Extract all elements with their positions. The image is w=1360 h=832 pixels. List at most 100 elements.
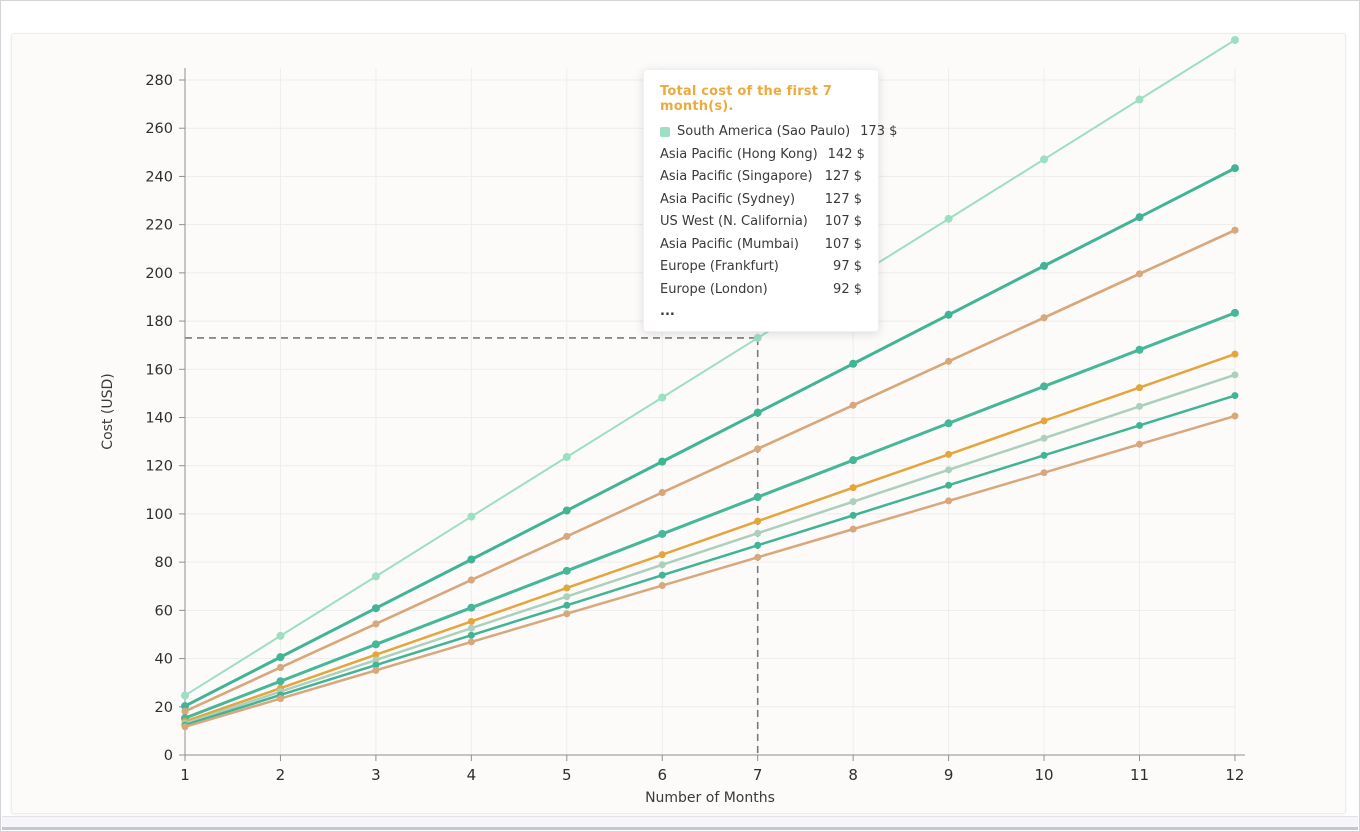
series-point[interactable]: [1040, 434, 1048, 442]
series-point[interactable]: [753, 333, 762, 342]
series-line[interactable]: [183, 352, 1237, 723]
series-point[interactable]: [1040, 382, 1048, 390]
series-point[interactable]: [562, 506, 571, 515]
series-point[interactable]: [467, 631, 475, 639]
series-point[interactable]: [372, 651, 380, 659]
series-point[interactable]: [181, 723, 189, 731]
series-line[interactable]: [184, 38, 1236, 697]
series-point[interactable]: [1231, 371, 1239, 379]
series-point[interactable]: [658, 551, 666, 559]
series-point[interactable]: [372, 620, 380, 628]
series-point[interactable]: [849, 401, 857, 409]
series-point[interactable]: [754, 493, 762, 501]
series-point[interactable]: [562, 453, 571, 462]
series-point[interactable]: [944, 214, 953, 223]
series-point[interactable]: [658, 582, 666, 590]
series-line[interactable]: [183, 373, 1237, 725]
series-point[interactable]: [849, 511, 857, 519]
series-point[interactable]: [1231, 226, 1239, 234]
series-point[interactable]: [563, 584, 571, 592]
series-6[interactable]: [181, 350, 1239, 725]
series-3[interactable]: [181, 226, 1239, 715]
series-point[interactable]: [754, 541, 762, 549]
series-point[interactable]: [563, 610, 571, 618]
series-line[interactable]: [183, 414, 1237, 729]
series-point[interactable]: [1040, 469, 1048, 477]
series-point[interactable]: [467, 555, 476, 564]
series-7[interactable]: [181, 371, 1239, 727]
series-point[interactable]: [658, 457, 667, 466]
series-point[interactable]: [658, 530, 666, 538]
series-point[interactable]: [945, 357, 953, 365]
series-point[interactable]: [1136, 421, 1143, 429]
series-point[interactable]: [372, 661, 380, 669]
series-point[interactable]: [849, 359, 858, 368]
series-point[interactable]: [658, 488, 666, 496]
series-point[interactable]: [754, 529, 762, 537]
series-point[interactable]: [1040, 451, 1048, 459]
series-point[interactable]: [1136, 346, 1143, 354]
series-point[interactable]: [1231, 350, 1239, 358]
series-point[interactable]: [1136, 384, 1143, 392]
series-point[interactable]: [1136, 402, 1143, 410]
series-point[interactable]: [1230, 35, 1239, 44]
series-point[interactable]: [945, 481, 953, 489]
series-point[interactable]: [563, 601, 571, 609]
series-point[interactable]: [181, 707, 189, 715]
series-point[interactable]: [754, 445, 762, 453]
series-point[interactable]: [849, 525, 857, 533]
series-point[interactable]: [181, 691, 189, 700]
series-1[interactable]: [181, 164, 1239, 711]
series-point[interactable]: [372, 640, 380, 648]
series-point[interactable]: [372, 666, 380, 674]
series-point[interactable]: [658, 393, 667, 402]
series-point[interactable]: [945, 450, 953, 458]
series-point[interactable]: [563, 532, 571, 540]
series-line[interactable]: [183, 394, 1237, 727]
series-point[interactable]: [754, 517, 762, 525]
series-point[interactable]: [467, 624, 475, 632]
series-point[interactable]: [467, 512, 476, 521]
series-point[interactable]: [276, 677, 284, 685]
series-point[interactable]: [467, 638, 475, 646]
series-point[interactable]: [1135, 213, 1144, 222]
series-point[interactable]: [658, 561, 666, 569]
series-point[interactable]: [754, 553, 762, 561]
series-point[interactable]: [1136, 270, 1143, 278]
series-point[interactable]: [1135, 95, 1144, 104]
series-point[interactable]: [372, 656, 380, 664]
series-9[interactable]: [181, 412, 1239, 731]
series-point[interactable]: [276, 631, 285, 640]
series-point[interactable]: [849, 456, 857, 464]
series-point[interactable]: [371, 604, 380, 613]
series-point[interactable]: [371, 572, 380, 581]
series-line[interactable]: [183, 228, 1237, 713]
series-8[interactable]: [181, 392, 1239, 729]
series-line[interactable]: [183, 311, 1237, 720]
series-point[interactable]: [1040, 261, 1049, 270]
series-point[interactable]: [563, 567, 571, 575]
series-point[interactable]: [945, 419, 953, 427]
cost-line-chart[interactable]: 0 20 40 60 80 100 120 140 160 180 200 220 240 260 280 1…: [12, 34, 1347, 815]
series-point[interactable]: [181, 702, 189, 711]
series-point[interactable]: [276, 695, 284, 703]
series-point[interactable]: [945, 497, 953, 505]
series-point[interactable]: [1136, 440, 1143, 448]
series-point[interactable]: [467, 576, 475, 584]
series-point[interactable]: [1040, 314, 1048, 322]
series-5[interactable]: [181, 309, 1239, 722]
series-point[interactable]: [1231, 392, 1239, 400]
series-point[interactable]: [849, 498, 857, 506]
series-point[interactable]: [467, 617, 475, 625]
series-point[interactable]: [467, 604, 475, 612]
series-point[interactable]: [849, 484, 857, 492]
series-point[interactable]: [658, 571, 666, 579]
series-point[interactable]: [276, 653, 285, 662]
series-point[interactable]: [945, 466, 953, 474]
series-point[interactable]: [563, 593, 571, 601]
series-point[interactable]: [1231, 309, 1239, 317]
series-point[interactable]: [1230, 164, 1239, 173]
series-point[interactable]: [276, 663, 284, 671]
series-point[interactable]: [753, 408, 762, 417]
series-point[interactable]: [1231, 412, 1239, 420]
